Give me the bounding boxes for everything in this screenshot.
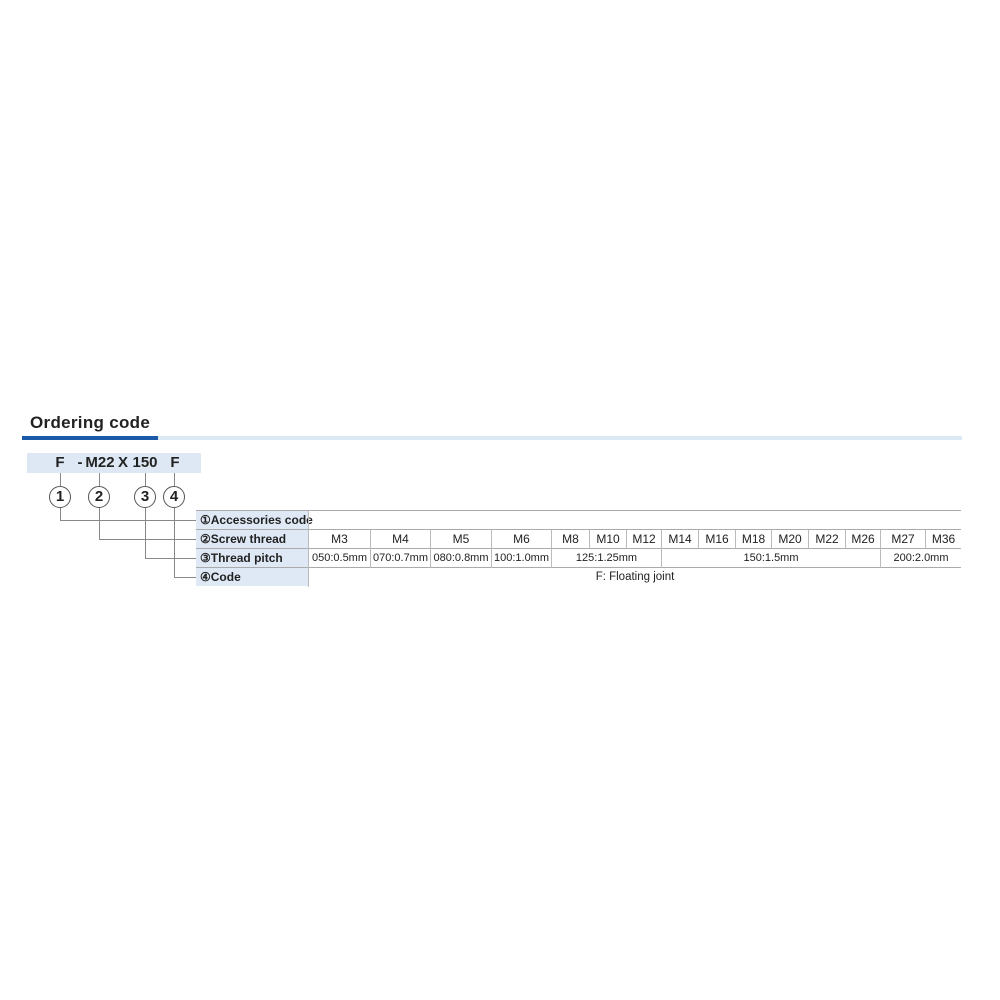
circle-2: 2 xyxy=(88,486,110,508)
connector xyxy=(60,473,61,486)
code-part: 150 xyxy=(132,454,158,471)
label-screw-thread: ②Screw thread xyxy=(196,530,308,548)
table-border xyxy=(196,567,961,568)
screw-thread-cell: M4 xyxy=(370,530,430,549)
connector xyxy=(145,558,196,559)
code-part: X xyxy=(117,454,129,471)
screw-thread-cell: M26 xyxy=(845,530,880,549)
connector xyxy=(174,508,175,578)
screw-thread-cell: M27 xyxy=(880,530,925,549)
thread-pitch-cell: 125:1.25mm xyxy=(551,549,661,568)
connector xyxy=(174,473,175,486)
connector xyxy=(99,539,196,540)
screw-thread-cell: M5 xyxy=(430,530,491,549)
thread-pitch-cell: 100:1.0mm xyxy=(491,549,551,568)
connector xyxy=(145,508,146,559)
screw-thread-cell: M6 xyxy=(491,530,551,549)
thread-pitch-cell: 050:0.5mm xyxy=(308,549,370,568)
code-part: F xyxy=(55,454,65,471)
label-accessories-code: ①Accessories code xyxy=(196,511,313,529)
screw-thread-cell: M20 xyxy=(771,530,808,549)
thread-pitch-cell: 070:0.7mm xyxy=(370,549,430,568)
connector xyxy=(60,508,61,521)
circle-3: 3 xyxy=(134,486,156,508)
screw-thread-cell: M14 xyxy=(661,530,698,549)
connector xyxy=(145,473,146,486)
table-border xyxy=(196,529,961,530)
circle-1: 1 xyxy=(49,486,71,508)
code-example-box xyxy=(27,453,201,473)
screw-thread-cell: M18 xyxy=(735,530,771,549)
code-value: F: Floating joint xyxy=(308,568,961,587)
label-code: ④Code xyxy=(196,568,308,586)
connector xyxy=(99,473,100,486)
connector xyxy=(174,577,196,578)
screw-thread-cell: M3 xyxy=(308,530,370,549)
section-title: Ordering code xyxy=(30,413,151,432)
thread-pitch-cell: 200:2.0mm xyxy=(880,549,961,568)
screw-thread-cell: M22 xyxy=(808,530,845,549)
thread-pitch-cell: 150:1.5mm xyxy=(661,549,880,568)
code-part: M22 xyxy=(85,454,115,471)
table-border xyxy=(196,510,961,511)
screw-thread-cell: M12 xyxy=(626,530,661,549)
screw-thread-cell: M36 xyxy=(925,530,961,549)
label-thread-pitch: ③Thread pitch xyxy=(196,549,308,567)
screw-thread-cell: M16 xyxy=(698,530,735,549)
code-part: - xyxy=(77,454,83,471)
thread-pitch-cell: 080:0.8mm xyxy=(430,549,491,568)
screw-thread-cell: M8 xyxy=(551,530,589,549)
table-border xyxy=(196,548,961,549)
title-underline xyxy=(158,436,962,440)
title-underline-accent xyxy=(22,436,158,440)
screw-thread-cell: M10 xyxy=(589,530,626,549)
accessories-code-value xyxy=(308,511,961,530)
connector xyxy=(99,508,100,540)
code-part: F xyxy=(170,454,180,471)
circle-4: 4 xyxy=(163,486,185,508)
connector xyxy=(60,520,196,521)
